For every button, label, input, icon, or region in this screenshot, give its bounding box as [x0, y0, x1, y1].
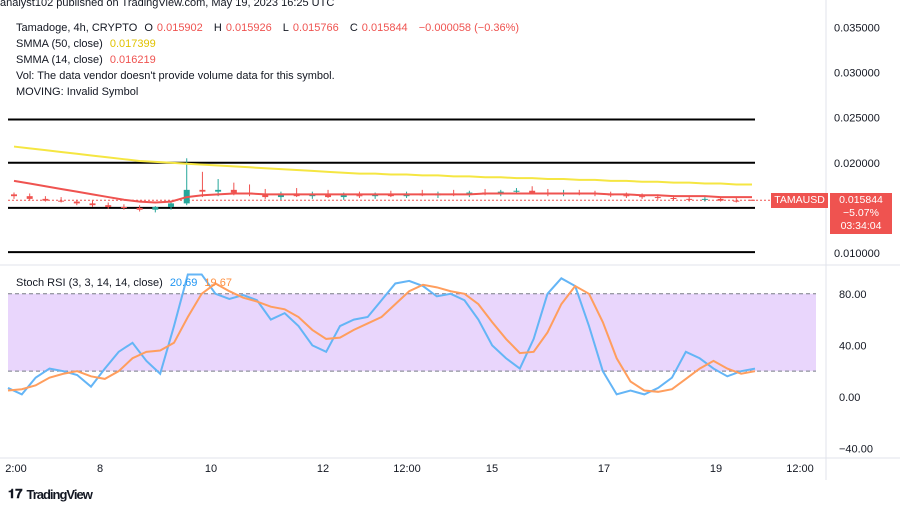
- price-axis-tick-label: 0.020000: [834, 158, 880, 170]
- tradingview-logo-text: TradingView: [26, 486, 92, 502]
- time-axis-tick-label: 12: [317, 463, 329, 475]
- candle-body: [11, 194, 17, 197]
- stoch-d-value: 19.67: [204, 277, 232, 289]
- candle-body: [58, 200, 65, 202]
- candle-body: [340, 195, 347, 198]
- price-axis-tick-label: 0.025000: [834, 113, 880, 125]
- smma50-line: [13, 145, 752, 186]
- smma14-line: [13, 179, 752, 204]
- candle-body: [199, 189, 206, 192]
- time-axis-tick-label: 12:00: [786, 463, 814, 475]
- price-tag-symbol: TAMAUSD: [774, 194, 825, 206]
- smma50-legend: SMMA (50, close) 0.017399: [16, 37, 160, 51]
- price-axis-tick-label: 0.035000: [834, 23, 880, 35]
- symbol-legend: Tamadoge, 4h, CRYPTO O 0.015902 H 0.015926…: [16, 21, 523, 35]
- candle-body: [686, 198, 693, 200]
- current-price-tag: TAMAUSD: [771, 193, 828, 208]
- candle-body: [168, 203, 175, 207]
- stoch-axis-tick-label: −40.00: [839, 444, 873, 456]
- stoch-axis-tick-label: 40.00: [839, 340, 867, 352]
- price-axis-tick-label: 0.030000: [834, 68, 880, 80]
- close-value: C 0.015844: [349, 22, 408, 34]
- candle-body: [105, 205, 112, 207]
- time-axis-tick-label: 2:00: [5, 463, 26, 475]
- candle-body: [623, 195, 630, 197]
- price-axis-tick-label: 0.010000: [834, 248, 880, 260]
- candle-body: [733, 200, 740, 202]
- candle-body: [325, 194, 332, 198]
- moving-note: MOVING: Invalid Symbol: [16, 86, 139, 98]
- candle-body: [26, 196, 33, 199]
- candle-body: [670, 197, 677, 199]
- time-axis-tick-label: 15: [486, 463, 498, 475]
- candle-body: [136, 207, 143, 210]
- candle-body: [42, 198, 49, 201]
- smma50-label: SMMA (50, close): [16, 38, 103, 50]
- stoch-axis-tick-label: 80.00: [839, 289, 867, 301]
- price-tag-change: −5.07%: [843, 207, 879, 219]
- candle-body: [262, 194, 269, 198]
- candle-body: [89, 203, 96, 206]
- time-axis-tick-label: 10: [205, 463, 217, 475]
- smma14-value: 0.016219: [109, 54, 156, 66]
- smma14-legend: SMMA (14, close) 0.016219: [16, 53, 160, 67]
- stoch-rsi-label: Stoch RSI (3, 3, 14, 14, close): [16, 277, 163, 289]
- price-tag-price: 0.015844: [839, 194, 883, 206]
- candle-body: [749, 199, 755, 201]
- candle-body: [513, 190, 520, 192]
- smma14-label: SMMA (14, close): [16, 54, 103, 66]
- candle-body: [654, 197, 661, 199]
- time-axis-tick-label: 12:00: [393, 463, 421, 475]
- candle-body: [529, 190, 536, 193]
- time-axis-tick-label: 19: [710, 463, 722, 475]
- open-value: O 0.015902: [144, 22, 203, 34]
- publisher-line: analyst102 published on TradingView.com,…: [0, 0, 335, 9]
- smma50-value: 0.017399: [109, 38, 156, 50]
- candle-body: [120, 206, 127, 208]
- time-axis-tick-label: 17: [598, 463, 610, 475]
- price-tag-values: 0.015844 −5.07% 03:34:04: [830, 193, 892, 234]
- candle-body: [356, 195, 363, 197]
- stoch-axis-tick-label: 0.00: [839, 392, 860, 404]
- candle-body: [717, 198, 724, 201]
- candle-body: [230, 189, 237, 193]
- stoch-k-line: [7, 273, 756, 396]
- high-value: H 0.015926: [213, 22, 272, 34]
- low-value: L 0.015766: [282, 22, 339, 34]
- stoch-d-line: [7, 282, 756, 393]
- stoch-rsi-legend: Stoch RSI (3, 3, 14, 14, close) 20.69 19…: [16, 276, 236, 290]
- candle-body: [152, 206, 159, 210]
- candle-body: [639, 196, 646, 198]
- stoch-k-value: 20.69: [169, 277, 198, 289]
- tradingview-logo-icon: 𝟏𝟕: [8, 486, 23, 501]
- candle-body: [73, 201, 80, 204]
- price-change: −0.000058 (−0.36%): [418, 22, 520, 34]
- footer: 𝟏𝟕 TradingView: [8, 486, 93, 502]
- candle-body: [215, 189, 222, 192]
- symbol-name: Tamadoge, 4h, CRYPTO: [16, 22, 138, 34]
- time-axis-tick-label: 8: [97, 463, 103, 475]
- volume-note: Vol: The data vendor doesn't provide vol…: [16, 70, 335, 82]
- candle-body: [701, 198, 708, 200]
- stoch-band: [8, 293, 816, 372]
- price-tag-countdown: 03:34:04: [840, 220, 882, 232]
